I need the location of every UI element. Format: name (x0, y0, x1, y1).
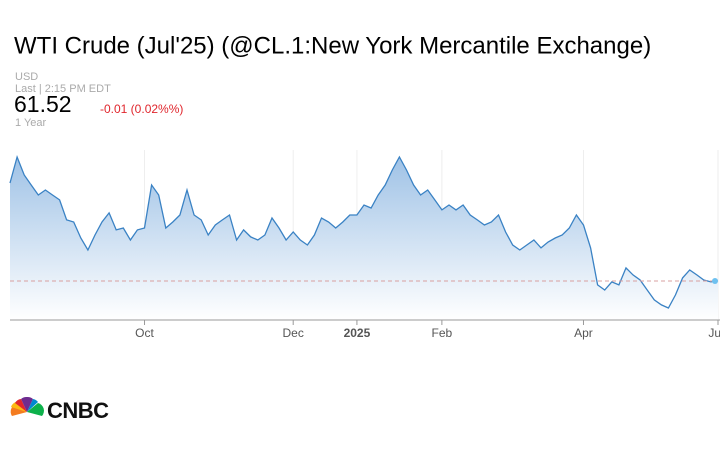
x-tick-label: Feb (432, 326, 453, 340)
logo (10, 396, 44, 416)
brand-logo-text: CNBC (47, 398, 109, 423)
line (9, 154, 719, 309)
x-tick-label: 2025 (344, 326, 371, 340)
x-tick-label: Dec (283, 326, 304, 340)
x-tick-label: Oct (135, 326, 154, 340)
last-point (712, 277, 718, 284)
last-price: 61.52 (14, 91, 72, 117)
area (10, 157, 718, 320)
x-tick-label: Apr (574, 326, 593, 340)
chart-title: WTI Crude (Jul'25) (@CL.1:New York Merca… (14, 32, 651, 59)
plot: Oct Dec 2025 Feb Apr Jun (9, 150, 720, 340)
change: -0.01 (0.02%%) (100, 102, 183, 116)
x-tick-label: Jun (708, 326, 720, 340)
last-label: Last | 2:15 PM EDT (15, 83, 111, 95)
currency: USD (15, 71, 38, 83)
range: 1 Year (15, 117, 47, 129)
